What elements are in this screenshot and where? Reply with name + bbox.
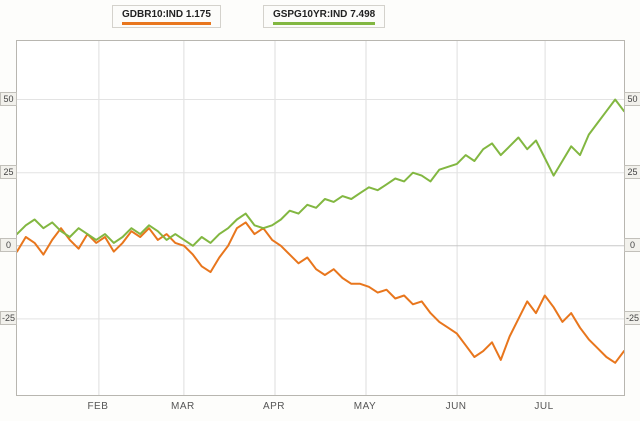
legend-value: 1.175 bbox=[185, 9, 211, 20]
y-tick-label-right: 25 bbox=[624, 164, 640, 179]
y-tick-label-right: 50 bbox=[624, 91, 640, 106]
x-tick-label: MAY bbox=[353, 401, 377, 412]
y-tick-label-left: 50 bbox=[0, 91, 17, 106]
y-tick-label-left: -25 bbox=[0, 310, 17, 325]
x-tick-label: APR bbox=[262, 401, 285, 412]
x-tick-label: JUL bbox=[534, 401, 554, 412]
legend-label: GSPG10YR:IND bbox=[272, 9, 348, 20]
legend-color-bar-green bbox=[272, 22, 376, 25]
legend-item-gspg10yr[interactable]: GSPG10YR:IND 7.498 bbox=[262, 5, 386, 28]
y-tick-label-right: 0 bbox=[624, 237, 640, 252]
legend-item-gdbr10[interactable]: GDBR10:IND 1.175 bbox=[112, 5, 221, 28]
series-line-GDBR10:IND bbox=[17, 221, 624, 364]
series-line-GSPG10YR:IND bbox=[17, 98, 624, 247]
legend-value: 7.498 bbox=[350, 9, 376, 20]
x-tick-label: JUN bbox=[445, 401, 467, 412]
x-tick-label: FEB bbox=[87, 401, 109, 412]
x-tick-label: MAR bbox=[171, 401, 195, 412]
legend-text: GSPG10YR:IND 7.498 bbox=[273, 9, 375, 20]
y-tick-label-left: 25 bbox=[0, 164, 17, 179]
legend-color-bar-orange bbox=[122, 22, 211, 25]
y-tick-label-left: 0 bbox=[0, 237, 17, 252]
chart-legend: GDBR10:IND 1.175 GSPG10YR:IND 7.498 bbox=[112, 5, 386, 28]
legend-label: GDBR10:IND bbox=[122, 9, 184, 20]
y-tick-label-right: -25 bbox=[624, 310, 640, 325]
chart-canvas bbox=[17, 41, 624, 395]
plot-area[interactable] bbox=[16, 40, 625, 396]
legend-text: GDBR10:IND 1.175 bbox=[122, 9, 211, 20]
